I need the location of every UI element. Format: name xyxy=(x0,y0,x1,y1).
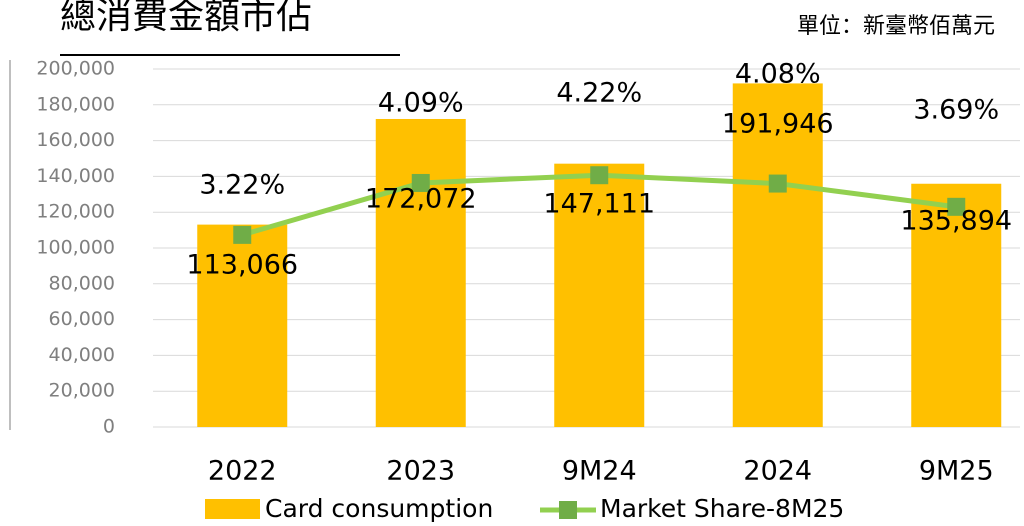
y-tick-label: 0 xyxy=(103,416,115,438)
bar xyxy=(554,163,645,427)
legend-swatch xyxy=(559,501,577,519)
data-label: 4.08% xyxy=(735,59,821,90)
y-tick-label: 100,000 xyxy=(36,237,115,259)
x-tick-label: 2022 xyxy=(208,456,277,487)
x-tick-label: 9M25 xyxy=(919,456,994,487)
data-label: 3.69% xyxy=(913,95,999,126)
y-tick-label: 180,000 xyxy=(36,93,115,115)
data-label: 4.09% xyxy=(378,88,464,119)
y-tick-label: 80,000 xyxy=(49,272,115,294)
bar xyxy=(197,224,288,427)
data-label: 191,946 xyxy=(722,109,834,140)
x-tick-label: 2024 xyxy=(743,456,812,487)
data-label: 113,066 xyxy=(186,250,298,281)
y-tick-label: 60,000 xyxy=(49,308,115,330)
legend-label: Card consumption xyxy=(265,494,493,523)
line-marker xyxy=(411,173,430,192)
y-tick-label: 20,000 xyxy=(49,380,115,402)
chart-title: 總消費金額市佔 xyxy=(60,0,312,37)
line-marker xyxy=(768,174,787,193)
data-label: 3.22% xyxy=(199,170,285,201)
unit-note: 單位：新臺幣佰萬元 xyxy=(797,14,995,39)
bar xyxy=(375,118,466,427)
y-tick-label: 200,000 xyxy=(36,58,115,80)
y-tick-label: 120,000 xyxy=(36,201,115,223)
legend-swatch xyxy=(205,499,260,519)
y-tick-label: 160,000 xyxy=(36,129,115,151)
y-tick-label: 40,000 xyxy=(49,344,115,366)
bar xyxy=(732,83,823,427)
legend-label: Market Share-8M25 xyxy=(600,494,844,523)
x-tick-label: 9M24 xyxy=(562,456,637,487)
line-marker xyxy=(590,166,609,185)
line-marker xyxy=(233,225,252,244)
data-label: 147,111 xyxy=(543,189,655,220)
data-label: 172,072 xyxy=(365,184,477,215)
data-label: 135,894 xyxy=(900,206,1012,237)
data-label: 4.22% xyxy=(556,78,642,109)
bar xyxy=(911,183,1002,427)
line-marker xyxy=(947,197,966,216)
y-tick-label: 140,000 xyxy=(36,165,115,187)
x-tick-label: 2023 xyxy=(386,456,455,487)
